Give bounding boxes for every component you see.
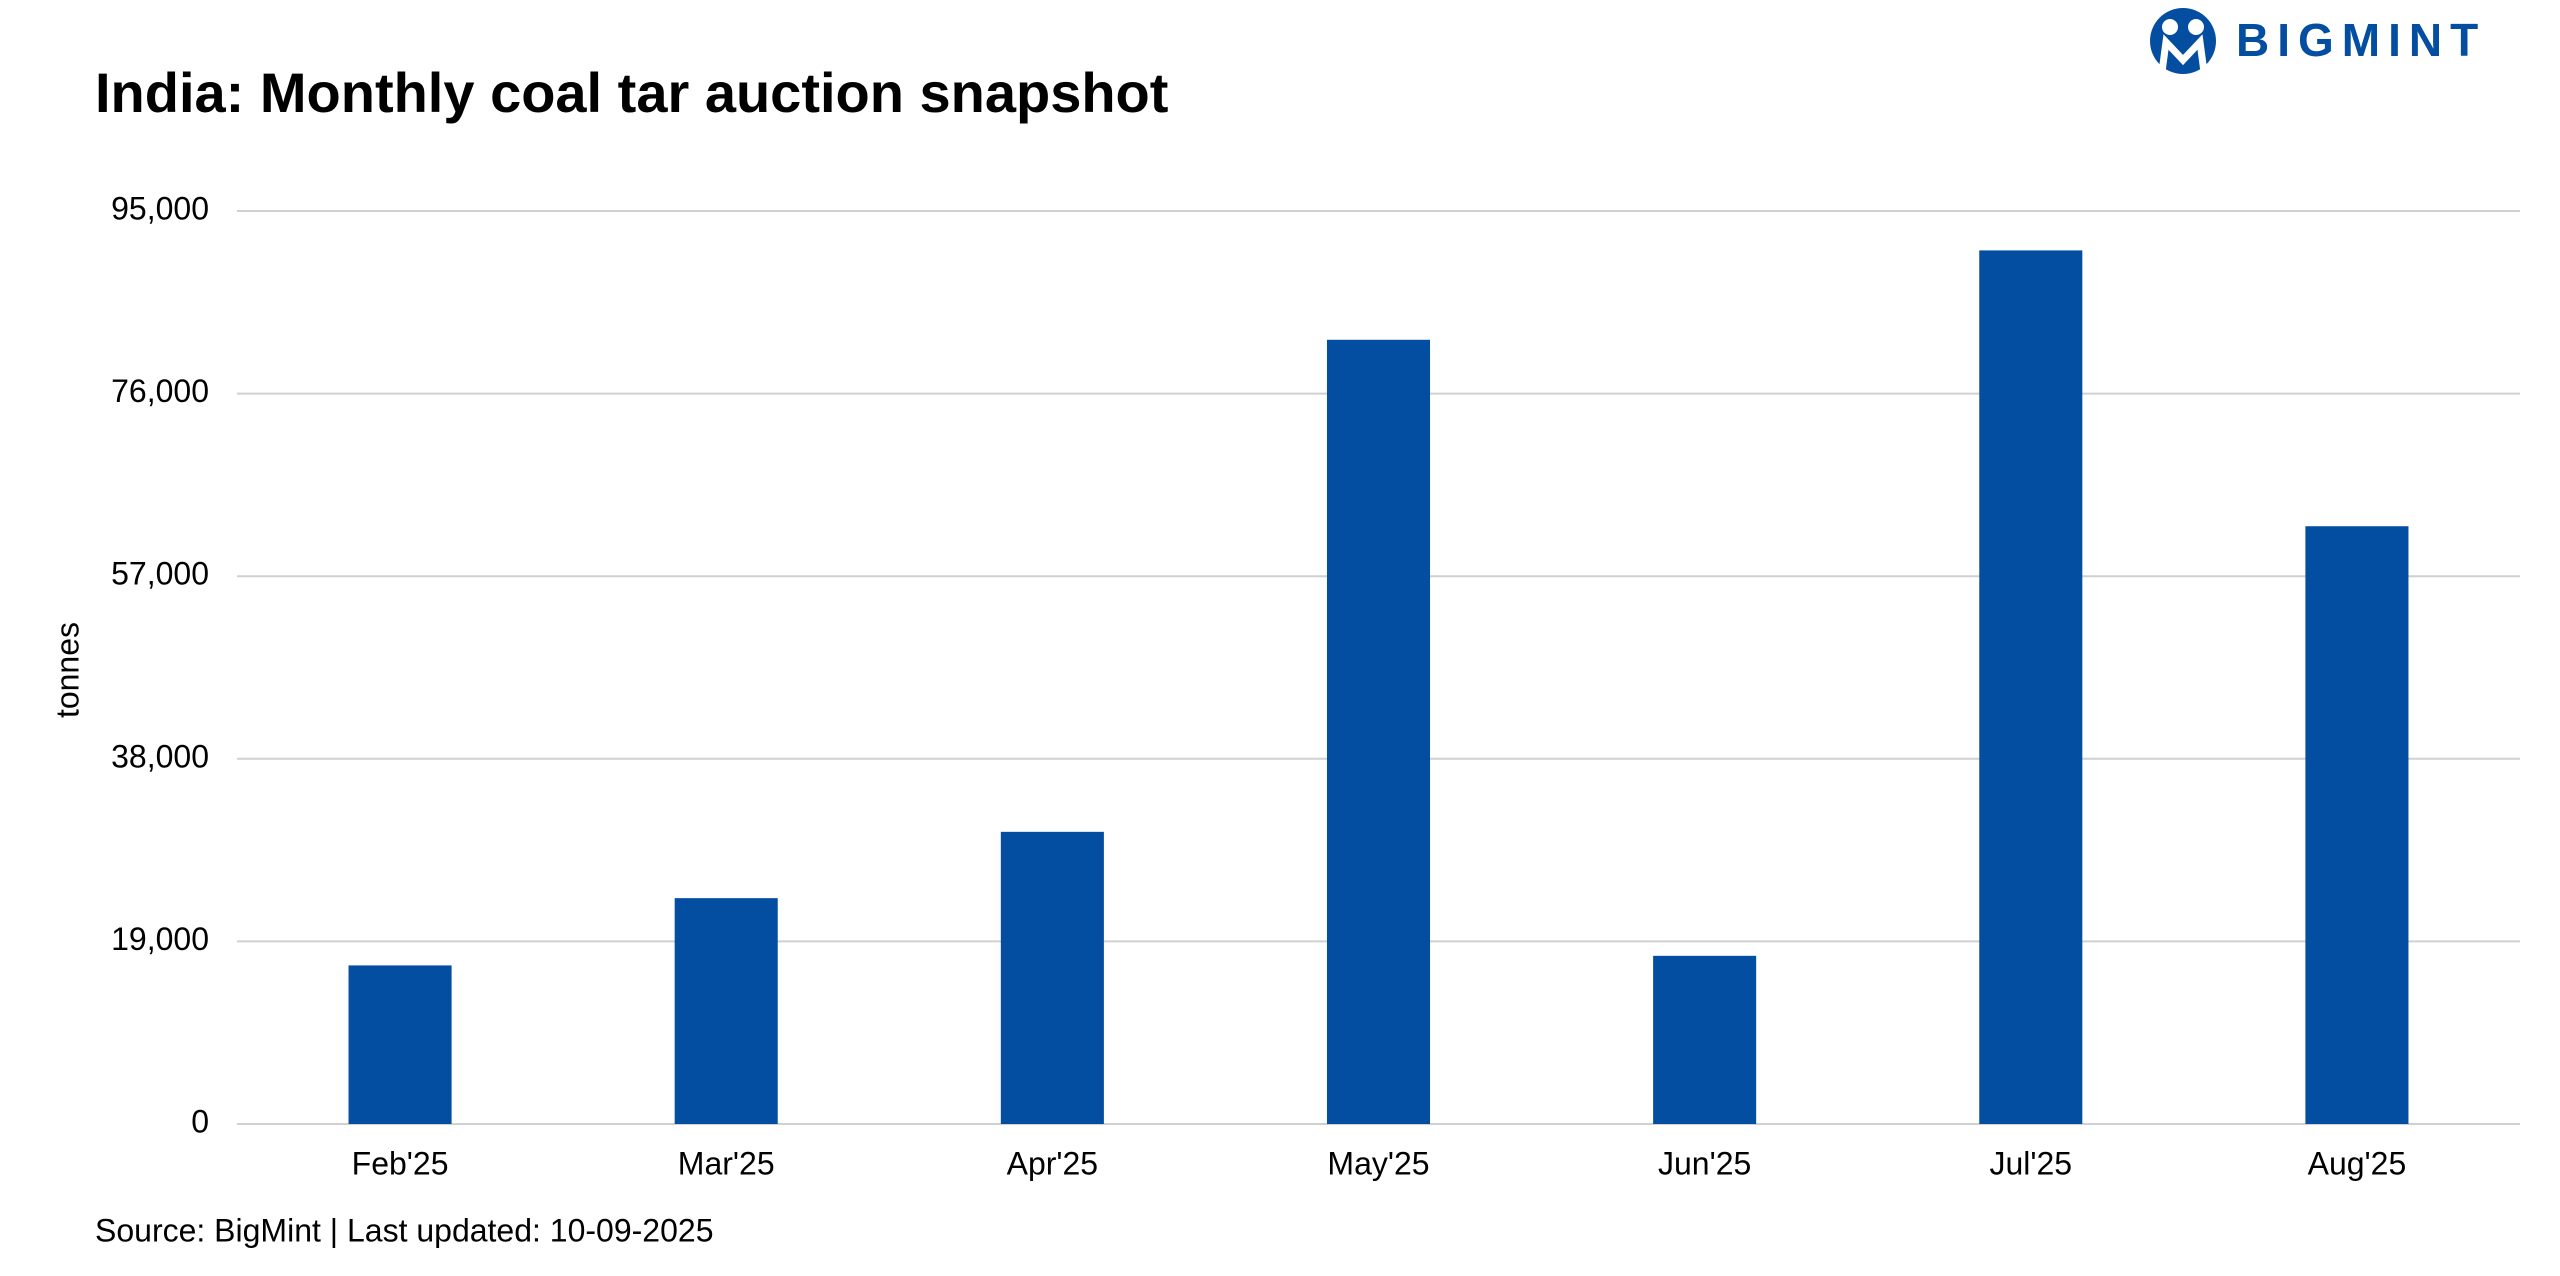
x-tick-label: May'25 <box>1327 1145 1429 1181</box>
y-tick-label: 38,000 <box>111 738 209 774</box>
y-axis-label: tonnes <box>49 622 85 718</box>
x-tick-label: Apr'25 <box>1007 1145 1099 1181</box>
source-note: Source: BigMint | Last updated: 10-09-20… <box>95 1212 713 1248</box>
y-tick-label: 19,000 <box>111 921 209 957</box>
logo: BIGMINT <box>2150 8 2486 74</box>
y-tick-label: 95,000 <box>111 190 209 226</box>
logo-icon-m <box>2158 34 2208 73</box>
logo-icon-dot <box>2188 19 2204 35</box>
y-tick-label: 57,000 <box>111 556 209 592</box>
logo-icon-dot <box>2162 19 2178 35</box>
bar <box>1326 339 1431 1124</box>
bar <box>1000 831 1104 1124</box>
logo-text: BIGMINT <box>2236 14 2486 66</box>
bar <box>348 965 452 1124</box>
bar <box>1979 250 2083 1125</box>
bar <box>2305 526 2409 1124</box>
bar <box>674 898 778 1124</box>
y-tick-label: 0 <box>191 1103 209 1139</box>
x-tick-label: Aug'25 <box>2308 1145 2407 1181</box>
y-tick-label: 76,000 <box>111 373 209 409</box>
bar <box>1653 955 1757 1124</box>
chart-title: India: Monthly coal tar auction snapshot <box>95 61 1168 124</box>
x-tick-label: Mar'25 <box>678 1145 775 1181</box>
x-tick-label: Jul'25 <box>1989 1145 2072 1181</box>
x-tick-label: Feb'25 <box>352 1145 449 1181</box>
x-tick-label: Jun'25 <box>1658 1145 1751 1181</box>
